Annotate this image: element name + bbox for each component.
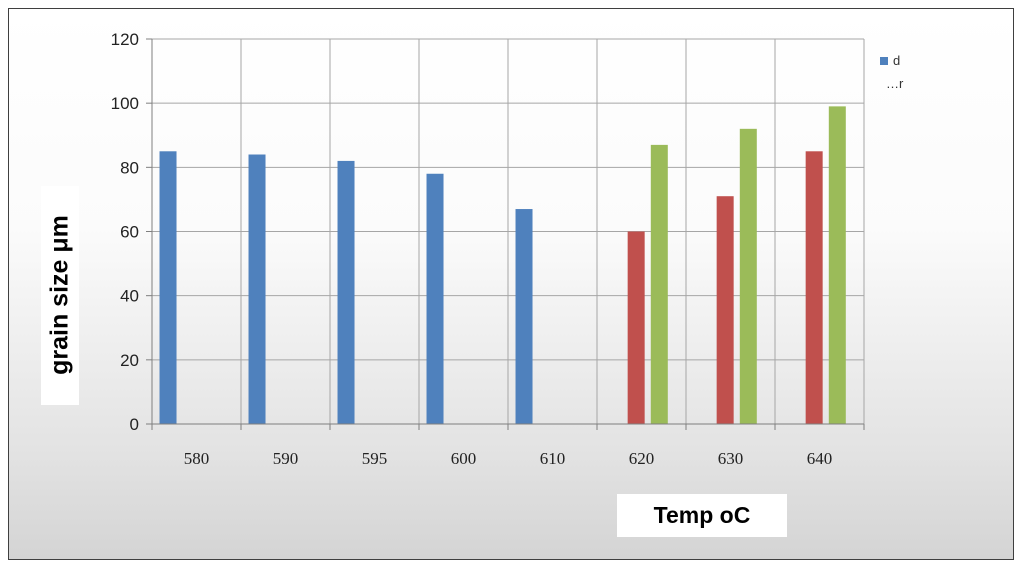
axes [146, 38, 865, 430]
legend-label-r: …r [886, 76, 904, 91]
x-tick-label: 600 [451, 449, 477, 468]
y-axis-label: grain size μm [45, 215, 74, 375]
x-tick-labels: 580 590 595 600 610 620 630 640 [184, 449, 833, 468]
y-tick-label: 120 [111, 30, 139, 49]
y-tick-label: 60 [120, 223, 139, 242]
y-tick-label: 40 [120, 287, 139, 306]
x-tick-label: 640 [807, 449, 833, 468]
bar [716, 196, 734, 424]
legend-swatch-d [880, 57, 888, 65]
legend: d …r [880, 53, 904, 91]
legend-label-d: d [893, 53, 900, 68]
y-tick-label: 0 [130, 415, 139, 434]
bar [805, 151, 823, 424]
bar [650, 144, 668, 424]
y-tick-label: 80 [120, 158, 139, 177]
x-tick-label: 580 [184, 449, 210, 468]
x-axis-label-box: Temp oC [617, 494, 787, 537]
x-tick-label: 630 [718, 449, 744, 468]
x-tick-label: 620 [629, 449, 655, 468]
bars [159, 106, 846, 425]
bar [248, 154, 266, 424]
x-tick-label: 595 [362, 449, 388, 468]
bar [739, 128, 757, 425]
bar [159, 151, 177, 424]
y-tick-label: 100 [111, 94, 139, 113]
y-tick-labels: 0 20 40 60 80 100 120 [111, 30, 139, 434]
bar [828, 106, 846, 424]
y-axis-label-box [41, 186, 79, 405]
x-axis-label: Temp oC [653, 502, 751, 528]
y-tick-label: 20 [120, 351, 139, 370]
bar [627, 231, 645, 424]
bar [515, 209, 533, 424]
x-tick-label: 590 [273, 449, 299, 468]
x-tick-label: 610 [540, 449, 566, 468]
bar [337, 160, 355, 424]
bar [426, 173, 444, 424]
